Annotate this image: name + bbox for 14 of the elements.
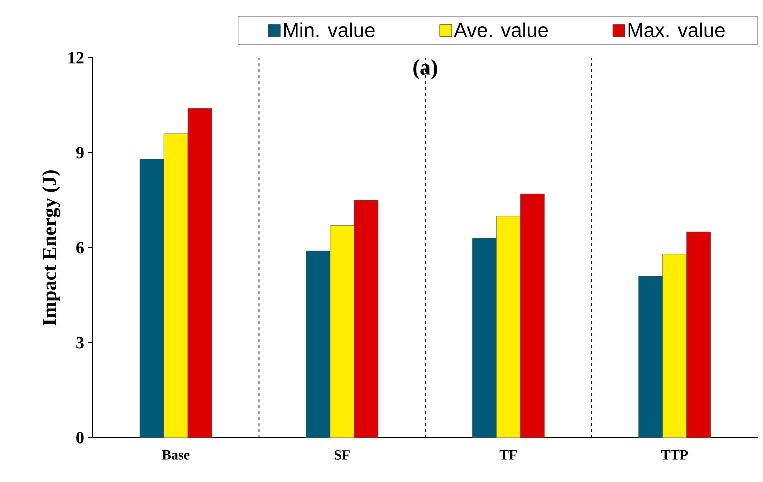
legend-label: Max. value bbox=[628, 22, 725, 38]
legend-label: Min. value bbox=[284, 22, 375, 38]
x-tick-label: SF bbox=[334, 450, 350, 460]
y-tick-label: 6 bbox=[76, 242, 84, 254]
x-tick-label: Base bbox=[162, 450, 190, 460]
legend-label: Ave. value bbox=[454, 22, 548, 38]
x-tick-label: TTP bbox=[661, 450, 688, 460]
y-tick-label: 0 bbox=[76, 432, 84, 444]
chart-title: (a) bbox=[414, 60, 438, 80]
y-tick-label: 3 bbox=[76, 337, 84, 349]
x-tick-label: TF bbox=[500, 450, 517, 460]
y-axis-title: Impact Energy (J) bbox=[42, 170, 61, 326]
y-tick-label: 9 bbox=[76, 147, 84, 159]
y-tick-label: 12 bbox=[68, 52, 84, 64]
